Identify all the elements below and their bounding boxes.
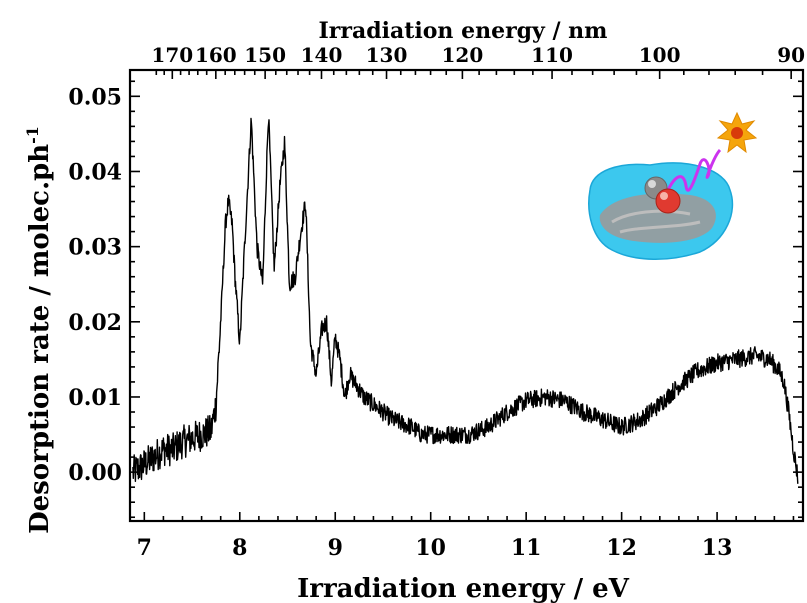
y-axis-title: Desorption rate / molec.ph-1	[23, 126, 55, 534]
series-line-desorption-rate	[132, 117, 799, 484]
molecule-icon	[644, 176, 681, 214]
x-tick-label: 7	[137, 535, 152, 561]
top-tick-label: 120	[442, 43, 484, 67]
star-icon	[716, 111, 758, 154]
x-axis-title: Irradiation energy / eV	[297, 574, 630, 603]
top-tick-label: 100	[639, 43, 681, 67]
x-tick-label: 11	[511, 535, 542, 561]
top-tick-label: 160	[195, 43, 237, 67]
top-tick-label: 90	[777, 43, 805, 67]
x-tick-label: 10	[415, 535, 446, 561]
plot-frame	[128, 68, 805, 523]
x-tick-label: 13	[702, 535, 733, 561]
top-tick-label: 140	[301, 43, 343, 67]
top-axis-title: Irradiation energy / nm	[319, 18, 608, 44]
y-tick-label: 0.00	[68, 460, 122, 486]
top-tick-label: 110	[531, 43, 573, 67]
x-tick-label: 12	[606, 535, 637, 561]
y-tick-label: 0.02	[68, 310, 122, 336]
y-axis-title-main: Desorption rate / molec.ph	[25, 144, 55, 534]
y-tick-label: 0.05	[68, 84, 122, 110]
y-axis-title-superscript: -1	[23, 126, 42, 144]
top-tick-label: 170	[151, 43, 193, 67]
tick-labels: 7 8 9 10 11 12 13 0.00 0.01 0.02 0.03 0.04 0.05 170 16…	[68, 43, 805, 561]
top-tick-label: 130	[366, 43, 408, 67]
y-tick-label: 0.04	[68, 159, 122, 185]
top-tick-label: 150	[244, 43, 286, 67]
ice-surface-icon	[588, 162, 734, 260]
y-tick-label: 0.01	[68, 385, 122, 411]
photon-wave-icon	[666, 148, 722, 192]
y-tick-label: 0.03	[68, 235, 122, 261]
x-tick-label: 9	[328, 535, 343, 561]
inset-illustration	[588, 111, 758, 260]
x-tick-label: 8	[232, 535, 247, 561]
